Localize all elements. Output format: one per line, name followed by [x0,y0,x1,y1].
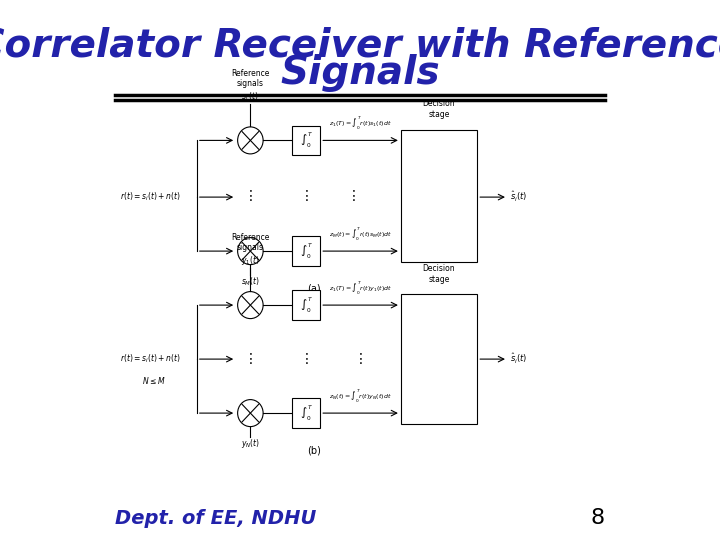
Text: $\hat{s}_i(t)$: $\hat{s}_i(t)$ [510,190,528,204]
Text: $\int_0^T$: $\int_0^T$ [300,131,313,150]
Text: $r(t)=s_i(t)+n(t)$: $r(t)=s_i(t)+n(t)$ [120,191,181,204]
Text: ⋮: ⋮ [354,352,367,366]
Text: $\int_0^T$: $\int_0^T$ [300,295,313,315]
Text: $z_N(t)=\int_0^T r(t)y_N(t)dt$: $z_N(t)=\int_0^T r(t)y_N(t)dt$ [329,389,392,405]
Text: Decision
stage: Decision stage [423,99,455,119]
Text: Reference
signals
$y_1(t)$: Reference signals $y_1(t)$ [231,233,269,267]
Text: Decision
stage: Decision stage [423,264,455,284]
Bar [292,236,320,266]
Text: $z_M(t)=\int_0^T r(t)s_M(t)dt$: $z_M(t)=\int_0^T r(t)s_M(t)dt$ [329,227,392,243]
Text: $N \leq M$: $N \leq M$ [142,375,165,386]
Text: ⋮: ⋮ [300,352,313,366]
Text: Dept. of EE, NDHU: Dept. of EE, NDHU [115,509,317,528]
Text: Correlator Receiver with Reference: Correlator Receiver with Reference [0,27,720,65]
Text: ⋮: ⋮ [300,189,313,202]
Text: Logic circuit
selects $s_i(t)$
whose
components
$a_{ij}$ best
match
$\{z_j(T)\}$: Logic circuit selects $s_i(t)$ whose com… [420,332,459,387]
Bar [401,130,477,262]
Bar [292,291,320,320]
Text: $s_M(t)$: $s_M(t)$ [240,275,260,288]
Text: $r(t)=s_i(t)+n(t)$: $r(t)=s_i(t)+n(t)$ [120,353,181,366]
Text: $\hat{s}_i(t)$: $\hat{s}_i(t)$ [510,352,528,366]
Text: $\int_0^T$: $\int_0^T$ [300,403,313,423]
Text: Comparator
selects $s_i(t)$
with
max $z_i(T)$: Comparator selects $s_i(t)$ with max $z_… [418,179,460,215]
Text: $z_1(T)=\int_0^T r(t)y_1(t)dt$: $z_1(T)=\int_0^T r(t)y_1(t)dt$ [329,281,392,297]
Text: Signals: Signals [280,54,440,92]
Bar [292,399,320,428]
Text: ⋮: ⋮ [243,189,257,202]
Text: $y_N(t)$: $y_N(t)$ [240,437,260,450]
Bar [401,294,477,424]
Text: 8: 8 [590,508,605,529]
Text: $z_1(T)=\int_0^T r(t)s_1(t)dt$: $z_1(T)=\int_0^T r(t)s_1(t)dt$ [329,116,392,132]
Text: (a): (a) [307,284,321,294]
Bar [292,125,320,156]
Text: (b): (b) [307,446,321,456]
Text: ⋮: ⋮ [347,189,361,202]
Text: $\int_0^T$: $\int_0^T$ [300,241,313,261]
Text: ⋮: ⋮ [243,352,257,366]
Text: Reference
signals
$s_1(t)$: Reference signals $s_1(t)$ [231,69,269,103]
